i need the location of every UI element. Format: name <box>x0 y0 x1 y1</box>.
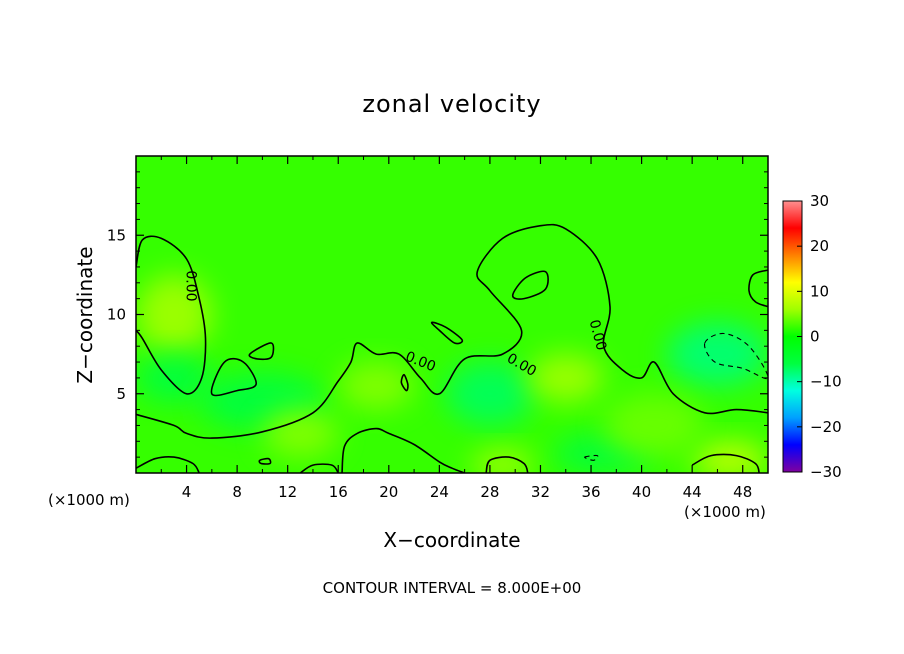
x-tick-label: 24 <box>430 483 449 501</box>
x-tick-label: 44 <box>683 483 702 501</box>
zero-contour-line <box>136 223 768 439</box>
zero-contour-line <box>248 342 275 361</box>
zero-contour-line <box>691 453 760 473</box>
plot-area: 0.000.00 0.000.00 4 8 12 16 20 24 28 32 36 40 44 48 … <box>107 155 769 501</box>
colorbar-ticks: 30 20 10 0 −10 −20 −30 <box>797 192 842 481</box>
x-tick-label: 32 <box>531 483 550 501</box>
zero-contour-line <box>485 456 529 473</box>
colorbar-tick-label: −10 <box>810 373 842 391</box>
y-ticks: 5 10 15 <box>107 171 768 458</box>
y-tick-label: 10 <box>107 306 126 324</box>
zero-contour-line <box>430 321 464 345</box>
positive-velocity-region <box>136 274 212 355</box>
negative-velocity-region <box>445 362 535 426</box>
negative-velocity-region <box>666 322 768 386</box>
colorbar-tick-label: −30 <box>810 463 842 481</box>
colorbar-tick-label: −20 <box>810 418 842 436</box>
zero-contour-line <box>511 270 549 300</box>
zero-contour-line <box>258 457 272 465</box>
positive-velocity-region <box>338 362 415 410</box>
zero-contour-line <box>400 373 409 392</box>
x-unit-left: (×1000 m) <box>48 491 130 509</box>
zero-contour-line <box>748 269 768 308</box>
x-tick-label: 36 <box>581 483 600 501</box>
positive-velocity-region <box>603 393 705 458</box>
positive-velocity-region <box>527 354 604 402</box>
zero-contour-line <box>299 463 339 473</box>
y-tick-label: 5 <box>116 385 126 403</box>
x-tick-label: 20 <box>379 483 398 501</box>
x-tick-label: 40 <box>632 483 651 501</box>
y-axis-label: Z−coordinate <box>73 246 97 383</box>
zero-contour-line <box>210 357 257 397</box>
velocity-field-features <box>136 274 768 473</box>
x-tick-label: 4 <box>182 483 192 501</box>
colorbar-tick-label: 30 <box>810 192 829 210</box>
zero-contours <box>136 223 768 473</box>
chart-title: zonal velocity <box>362 90 541 118</box>
zero-contour-line <box>136 235 207 395</box>
contour-interval-note: CONTOUR INTERVAL = 8.000E+00 <box>323 579 582 597</box>
contour-label: 0.00 <box>182 270 198 301</box>
zero-contour-line <box>341 427 465 473</box>
colorbar-tick-label: 20 <box>810 237 829 255</box>
colorbar-tick-label: 0 <box>810 328 820 346</box>
x-ticks: 4 8 12 16 20 24 28 32 36 40 44 48 <box>160 156 752 501</box>
x-tick-label: 48 <box>733 483 752 501</box>
contour-label: 0.00 <box>586 318 610 352</box>
positive-velocity-region <box>262 409 339 458</box>
colorbar-tick-label: 10 <box>810 282 829 300</box>
x-tick-label: 12 <box>278 483 297 501</box>
x-tick-label: 28 <box>480 483 499 501</box>
x-tick-label: 16 <box>329 483 348 501</box>
y-tick-label: 15 <box>107 226 126 244</box>
x-unit-right: (×1000 m) <box>684 503 766 521</box>
x-axis-label: X−coordinate <box>383 528 520 552</box>
positive-velocity-region <box>692 441 768 473</box>
negative-velocity-region <box>136 354 212 402</box>
x-tick-label: 8 <box>232 483 242 501</box>
colorbar: 30 20 10 0 −10 −20 −30 <box>782 192 842 481</box>
negative-contour-line <box>703 332 768 380</box>
zero-contour-line <box>136 456 200 473</box>
